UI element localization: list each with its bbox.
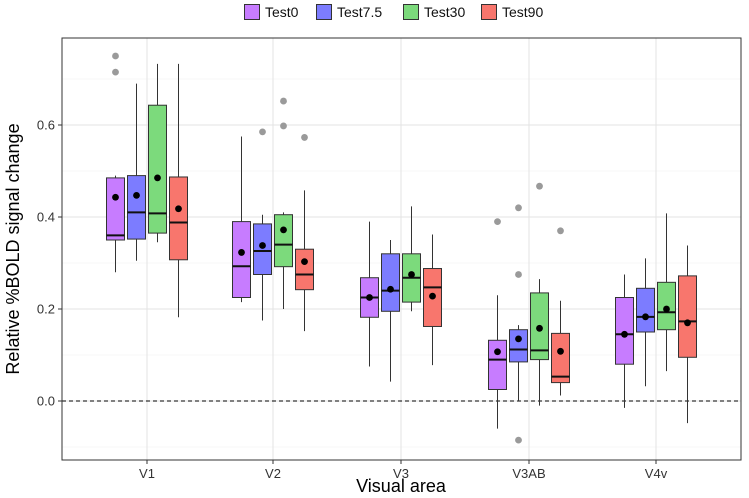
- mean-point: [112, 193, 119, 201]
- legend-label-test0: Test0: [265, 4, 299, 20]
- box-body: [488, 339, 507, 390]
- mean-point: [366, 294, 373, 301]
- legend-swatch-test7-5: [316, 4, 332, 20]
- box-test90-v3ab: [551, 227, 570, 396]
- y-axis-title: Relative %BOLD signal change: [3, 123, 23, 374]
- mean-point: [408, 271, 415, 278]
- legend-item-test0: Test0: [244, 2, 298, 22]
- y-tick-label: 0.2: [37, 302, 55, 317]
- legend-label-test7-5: Test7.5: [337, 4, 383, 20]
- mean-point: [259, 242, 266, 249]
- mean-point: [515, 335, 522, 343]
- box-test7-5-v3: [381, 240, 400, 382]
- x-tick-label: V3AB: [512, 466, 545, 481]
- x-tick-label: V4v: [645, 466, 668, 481]
- legend-swatch-test0: [244, 4, 260, 20]
- box-test0-v3ab: [488, 218, 507, 429]
- x-tick-label: V1: [139, 466, 155, 481]
- box-test7-5-v1: [127, 83, 146, 261]
- box-test30-v1: [148, 63, 167, 243]
- grid: [62, 38, 741, 460]
- y-tick-label: 0.4: [37, 210, 55, 225]
- mean-point: [280, 226, 287, 234]
- mean-point: [494, 348, 501, 356]
- legend-item-test30: Test30: [403, 2, 465, 22]
- x-tick-label: V2: [265, 466, 281, 481]
- y-tick-label: 0.0: [37, 394, 55, 409]
- box-test90-v3: [423, 234, 442, 366]
- box-test7-5-v2: [253, 128, 272, 321]
- outlier-point: [515, 436, 522, 444]
- outlier-point: [280, 97, 287, 105]
- box-body: [551, 332, 570, 384]
- legend-item-test90: Test90: [481, 2, 543, 22]
- box-test7-5-v3ab: [509, 204, 528, 444]
- outlier-point: [112, 68, 119, 76]
- outlier-point: [280, 122, 287, 130]
- outlier-point: [515, 271, 522, 278]
- mean-point: [663, 305, 670, 313]
- boxes: [106, 52, 697, 444]
- mean-point: [238, 249, 245, 256]
- mean-point: [557, 347, 564, 355]
- box-body: [232, 221, 251, 299]
- mean-point: [301, 258, 308, 266]
- outlier-point: [557, 227, 564, 235]
- legend-swatch-test30: [403, 4, 419, 20]
- mean-point: [429, 292, 436, 300]
- box-test0-v2: [232, 136, 251, 303]
- box-body: [148, 104, 167, 234]
- mean-point: [536, 324, 543, 332]
- box-body: [253, 223, 272, 275]
- box-test90-v2: [295, 134, 314, 332]
- box-test90-v4v: [678, 245, 697, 424]
- box-test0-v1: [106, 52, 125, 273]
- legend: Test0 Test7.5 Test30 Test90: [0, 2, 749, 22]
- outlier-point: [301, 134, 308, 141]
- mean-point: [133, 191, 140, 199]
- box-body: [636, 287, 655, 333]
- box-test0-v4v: [615, 274, 634, 408]
- outlier-point: [494, 218, 501, 226]
- x-tick-label: V3: [393, 466, 409, 481]
- box-test30-v4v: [657, 213, 676, 372]
- legend-label-test30: Test30: [424, 4, 466, 20]
- axes: 0.0 0.2 0.4 0.6 V1 V2 V3 V3AB V4v: [37, 118, 668, 482]
- mean-point: [621, 330, 628, 338]
- outlier-point: [112, 52, 119, 60]
- box-body: [169, 176, 188, 261]
- box-body: [295, 248, 314, 291]
- mean-point: [387, 285, 394, 293]
- outlier-point: [259, 128, 266, 136]
- outlier-point: [515, 204, 522, 212]
- box-body: [678, 275, 697, 358]
- box-test7-5-v4v: [636, 258, 655, 387]
- box-test30-v3ab: [530, 182, 549, 406]
- outlier-point: [536, 182, 543, 190]
- y-tick-label: 0.6: [37, 118, 55, 133]
- box-body: [127, 175, 146, 240]
- mean-point: [642, 313, 649, 321]
- box-body: [509, 329, 528, 363]
- mean-point: [684, 319, 691, 327]
- box-body: [615, 297, 634, 365]
- box-test0-v3: [360, 221, 379, 367]
- mean-point: [175, 205, 182, 213]
- box-body: [274, 214, 293, 268]
- legend-item-test7-5: Test7.5: [316, 2, 382, 22]
- box-test30-v2: [274, 97, 293, 309]
- box-body: [381, 253, 400, 312]
- box-test90-v1: [169, 63, 188, 318]
- legend-label-test90: Test90: [502, 4, 544, 20]
- legend-swatch-test90: [481, 4, 497, 20]
- box-test30-v3: [402, 206, 421, 312]
- box-body: [106, 177, 125, 241]
- mean-point: [154, 174, 161, 182]
- x-axis-title: Visual area: [356, 476, 447, 496]
